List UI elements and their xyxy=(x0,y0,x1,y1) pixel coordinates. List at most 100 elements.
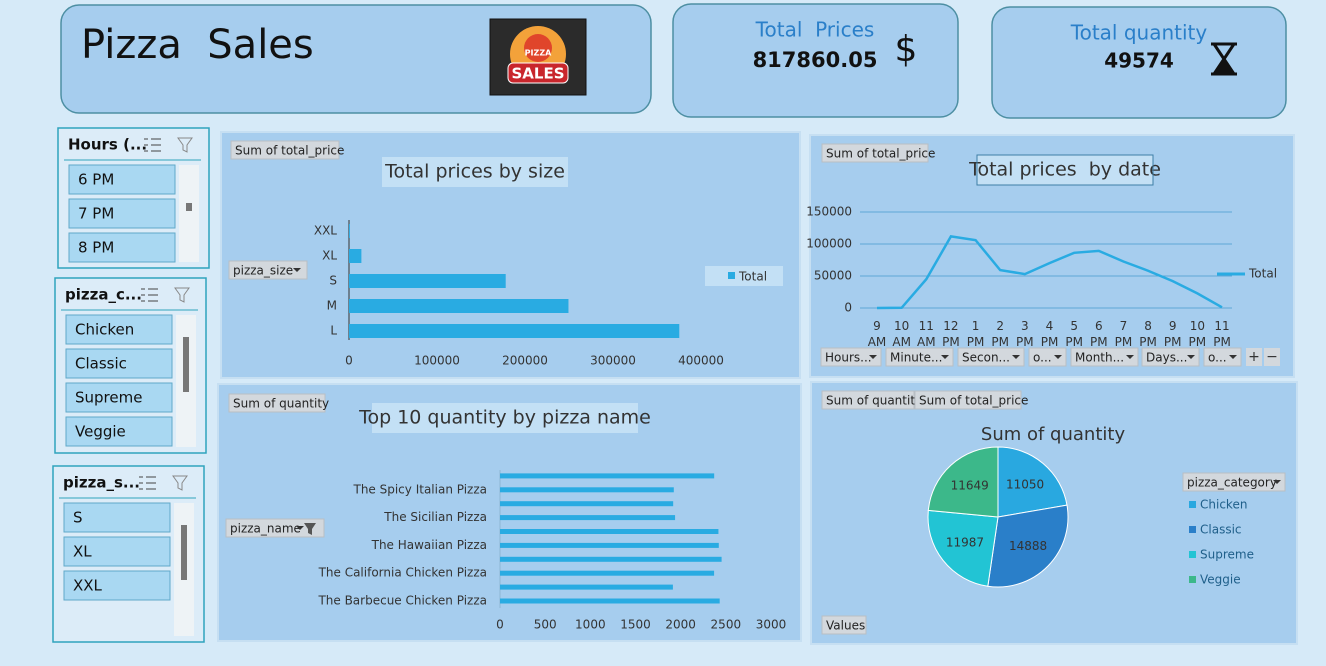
x-tick-label: 12 PM xyxy=(942,319,960,349)
field-button-label: Month... xyxy=(1075,351,1124,365)
field-button-label: Sum of total_price xyxy=(919,394,1028,408)
x-tick-label: 2000 xyxy=(665,618,696,632)
x-tick-label: 100000 xyxy=(414,354,460,368)
field-button-label: pizza_category xyxy=(1187,476,1277,490)
bar xyxy=(500,542,719,548)
slicer-item[interactable] xyxy=(65,416,173,447)
clear-filter-icon[interactable] xyxy=(177,137,193,153)
slicer-item[interactable] xyxy=(65,314,173,345)
bar xyxy=(500,501,674,507)
field-button[interactable] xyxy=(1182,472,1286,492)
slicer-item[interactable] xyxy=(63,536,171,567)
y-tick-label: 150000 xyxy=(806,205,852,219)
bar xyxy=(349,249,362,263)
kpi-icon: $ xyxy=(895,29,918,70)
x-tick-label: 0 xyxy=(345,354,353,368)
dynamic-layer: Hours (... 6 PM 7 PM 8 PM pizza_c... Chicken C… xyxy=(52,127,1286,643)
y-tick-label: The Hawaiian Pizza xyxy=(371,538,487,552)
bar xyxy=(349,299,569,313)
field-button[interactable] xyxy=(821,615,867,635)
field-button[interactable] xyxy=(1070,347,1139,367)
chart-title: Sum of quantity xyxy=(981,424,1126,445)
filter-icon[interactable] xyxy=(304,523,316,535)
x-tick-label: 11 PM xyxy=(1213,319,1231,349)
zoom-button[interactable] xyxy=(1246,348,1262,366)
scroll-thumb[interactable] xyxy=(183,337,189,392)
slicer-item[interactable] xyxy=(68,164,176,195)
legend-label: Supreme xyxy=(1200,548,1254,562)
dropdown-icon[interactable] xyxy=(1126,355,1134,359)
bar xyxy=(349,224,350,238)
bar xyxy=(500,515,676,521)
y-tick-label: 100000 xyxy=(806,237,852,251)
field-button[interactable] xyxy=(228,260,308,280)
slicer-item[interactable] xyxy=(68,198,176,229)
slicer-item[interactable] xyxy=(68,232,176,263)
zoom-button[interactable] xyxy=(1264,348,1280,366)
kpi-label: Total Prices xyxy=(755,18,875,42)
y-tick-label: M xyxy=(327,299,337,313)
dropdown-icon[interactable] xyxy=(941,355,949,359)
multi-select-icon[interactable] xyxy=(141,288,158,302)
x-tick-label: 9 AM xyxy=(868,319,887,349)
field-button[interactable] xyxy=(230,140,340,160)
slicer-item-label: Classic xyxy=(75,355,127,373)
scroll-thumb[interactable] xyxy=(181,525,187,580)
field-button-label: o... xyxy=(1208,351,1227,365)
field-button[interactable] xyxy=(1141,347,1200,367)
field-button[interactable] xyxy=(957,347,1025,367)
y-tick-label: S xyxy=(329,274,337,288)
legend-swatch xyxy=(728,272,735,279)
slicer-item[interactable] xyxy=(65,382,173,413)
slicer-item[interactable] xyxy=(65,348,173,379)
legend-label: Chicken xyxy=(1200,498,1247,512)
dropdown-icon[interactable] xyxy=(1273,480,1281,484)
multi-select-icon[interactable] xyxy=(144,138,161,152)
logo-text: PIZZA xyxy=(525,49,552,58)
dropdown-icon[interactable] xyxy=(1054,355,1062,359)
dropdown-icon[interactable] xyxy=(1229,355,1237,359)
field-button[interactable] xyxy=(820,347,882,367)
field-button-label: pizza_size xyxy=(233,264,293,278)
slicer-title: pizza_c... xyxy=(65,286,142,304)
x-tick-label: 400000 xyxy=(678,354,724,368)
field-button[interactable] xyxy=(225,518,325,538)
dropdown-icon[interactable] xyxy=(296,526,304,530)
field-button[interactable] xyxy=(914,390,1022,410)
x-tick-label: 3 PM xyxy=(1016,319,1034,349)
field-button[interactable] xyxy=(228,393,326,413)
clear-filter-icon[interactable] xyxy=(172,475,188,491)
legend-label: Total xyxy=(738,270,767,284)
x-tick-label: 0 xyxy=(496,618,504,632)
dropdown-icon[interactable] xyxy=(869,355,877,359)
dropdown-icon[interactable] xyxy=(293,268,301,272)
slicer-item[interactable] xyxy=(63,570,171,601)
legend-label: Total xyxy=(1248,267,1277,281)
field-button[interactable] xyxy=(885,347,954,367)
x-tick-label: 3000 xyxy=(756,618,787,632)
field-button-label: Minute... xyxy=(890,351,942,365)
slicer-item-label: Chicken xyxy=(75,321,134,339)
dropdown-icon[interactable] xyxy=(1187,355,1195,359)
pie-slice xyxy=(927,509,999,587)
data-label: 14888 xyxy=(1009,539,1047,553)
multi-select-icon[interactable] xyxy=(139,476,156,490)
field-button[interactable] xyxy=(1203,347,1242,367)
bar xyxy=(500,598,720,604)
field-button-label: Days... xyxy=(1146,351,1187,365)
chart-title: Total prices by date xyxy=(968,159,1161,181)
zoom-button-label: + xyxy=(1248,349,1260,365)
field-button[interactable] xyxy=(1028,347,1067,367)
slicer-item[interactable] xyxy=(63,502,171,533)
clear-filter-icon[interactable] xyxy=(174,287,190,303)
scroll-thumb[interactable] xyxy=(186,203,192,211)
slicer-item-label: XL xyxy=(73,543,92,561)
field-button-label: o... xyxy=(1033,351,1052,365)
field-button[interactable] xyxy=(821,390,915,410)
data-label: 11649 xyxy=(951,478,989,492)
legend-label: Veggie xyxy=(1200,573,1241,587)
hourglass-icon xyxy=(1211,42,1237,76)
dropdown-icon[interactable] xyxy=(1012,355,1020,359)
field-button[interactable] xyxy=(821,143,929,163)
bar xyxy=(500,487,674,493)
